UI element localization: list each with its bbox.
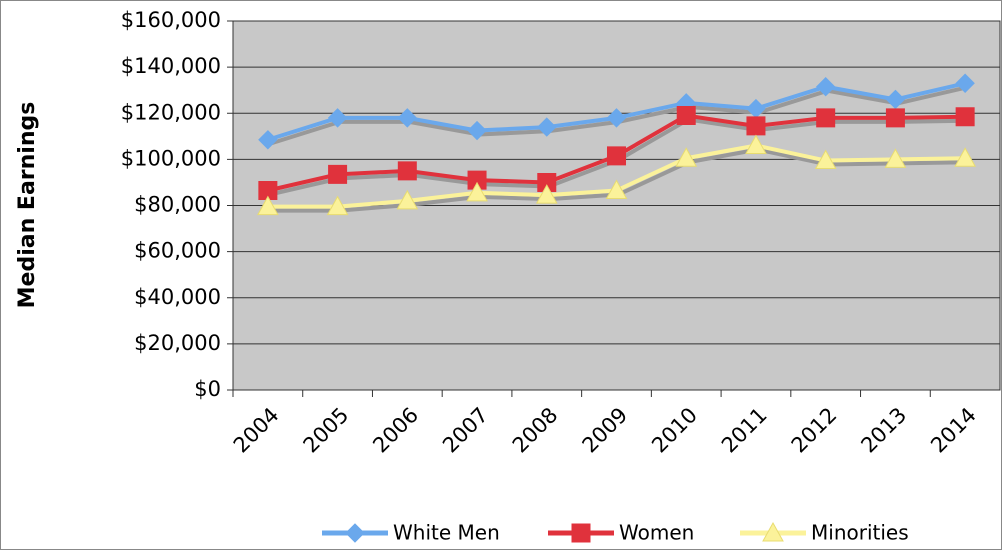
marker (396, 189, 419, 210)
marker (815, 77, 836, 97)
marker (397, 108, 418, 128)
marker (606, 108, 627, 128)
marker (467, 120, 487, 141)
legend-marker (345, 523, 365, 543)
marker (537, 172, 557, 192)
marker (605, 179, 628, 200)
y-tick-label: $100,000 (121, 146, 221, 170)
marker (466, 181, 488, 202)
legend-marker (571, 523, 591, 543)
marker (328, 164, 348, 184)
y-tick-label: $80,000 (134, 193, 221, 217)
y-tick-label: $60,000 (134, 239, 221, 263)
y-axis-title: Median Earnings (15, 102, 40, 309)
marker (816, 108, 836, 128)
y-tick-label: $40,000 (134, 285, 221, 309)
marker (535, 184, 558, 204)
marker (884, 148, 907, 168)
marker (258, 130, 278, 150)
marker (257, 195, 279, 216)
legend-label: White Men (393, 521, 500, 545)
marker (955, 107, 975, 127)
marker (745, 134, 767, 155)
legend-label: Minorities (811, 521, 909, 545)
marker (746, 116, 766, 136)
marker (676, 106, 696, 126)
y-tick-label: $0 (194, 377, 221, 401)
marker (955, 73, 975, 93)
marker (675, 147, 698, 167)
y-tick-label: $120,000 (121, 100, 221, 124)
marker (397, 161, 417, 181)
marker (537, 117, 557, 137)
legend-label: Women (619, 521, 694, 545)
marker (885, 108, 905, 128)
marker (327, 108, 348, 128)
legend-marker (762, 521, 784, 542)
marker (954, 147, 976, 167)
marker (814, 149, 837, 170)
marker (607, 146, 626, 166)
y-tick-label: $140,000 (121, 54, 221, 78)
marker (326, 195, 349, 216)
y-tick-label: $20,000 (134, 331, 221, 355)
marker (467, 170, 487, 190)
marker (258, 181, 278, 201)
y-tick-label: $160,000 (121, 8, 221, 32)
